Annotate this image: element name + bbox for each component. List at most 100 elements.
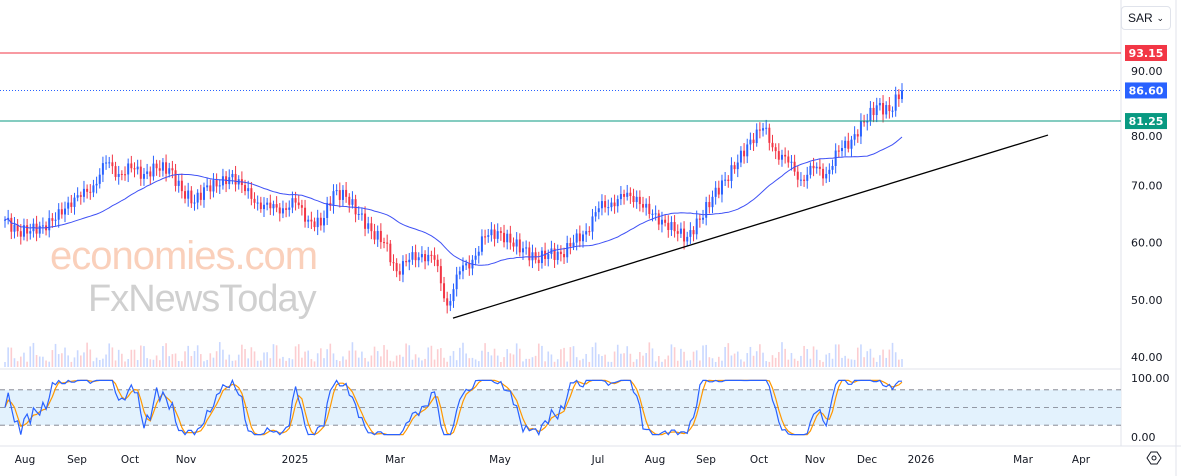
volume-bar xyxy=(80,355,82,367)
candle-body xyxy=(427,254,430,262)
volume-bar xyxy=(544,361,546,367)
volume-bar xyxy=(250,347,253,367)
volume-bar xyxy=(32,342,35,367)
candle-body xyxy=(127,163,130,175)
volume-bar xyxy=(234,360,237,367)
volume-bar xyxy=(408,345,411,367)
candle-body xyxy=(357,214,360,215)
volume-bar xyxy=(124,361,126,367)
price-tick-label: 50.00 xyxy=(1131,294,1163,307)
volume-bar xyxy=(143,346,145,367)
volume-bar xyxy=(200,354,202,367)
candle-body xyxy=(607,207,610,209)
candle-body xyxy=(840,148,843,152)
volume-bar xyxy=(462,342,464,367)
candle-body xyxy=(117,173,120,177)
currency-value: SAR xyxy=(1128,11,1153,25)
volume-bar xyxy=(215,351,218,367)
candle-body xyxy=(708,202,711,208)
candle-body xyxy=(420,254,423,258)
volume-bar xyxy=(86,342,88,367)
volume-bar xyxy=(509,353,512,367)
candle-body xyxy=(787,156,790,163)
candle-body xyxy=(540,250,543,264)
candle-body xyxy=(780,154,783,160)
candle-body xyxy=(285,208,288,210)
volume-bar xyxy=(724,346,726,367)
volume-bar xyxy=(67,355,69,367)
volume-bar xyxy=(844,355,846,367)
volume-bar xyxy=(225,359,227,367)
volume-bar xyxy=(790,352,793,367)
volume-bar xyxy=(496,355,499,367)
volume-bar xyxy=(61,353,63,367)
volume-bar xyxy=(676,360,679,367)
candle-body xyxy=(161,162,164,171)
time-tick-label: May xyxy=(489,454,511,466)
currency-selector[interactable]: SAR ⌄ xyxy=(1121,6,1171,30)
candle-body xyxy=(288,207,291,210)
volume-bar xyxy=(812,346,815,367)
candle-body xyxy=(711,196,714,208)
volume-bar xyxy=(275,345,278,367)
volume-bar xyxy=(828,353,831,367)
volume-bar xyxy=(730,355,733,367)
volume-bar xyxy=(436,349,439,367)
candle-body xyxy=(796,171,799,180)
candle-body xyxy=(629,192,632,197)
candle-body xyxy=(269,202,272,209)
volume-bar xyxy=(683,351,685,367)
volume-bar xyxy=(184,351,186,367)
volume-bar xyxy=(89,349,92,367)
candle-body xyxy=(642,204,645,208)
volume-bar xyxy=(414,354,417,367)
candle-body xyxy=(307,219,310,222)
volume-bar xyxy=(133,349,136,367)
volume-bar xyxy=(294,346,297,367)
volume-bar xyxy=(443,357,445,367)
volume-bar xyxy=(171,354,174,367)
volume-bar xyxy=(310,359,313,367)
candle-body xyxy=(259,202,262,210)
level-tag-label: 86.60 xyxy=(1129,84,1164,97)
candle-body xyxy=(885,105,888,115)
candle-body xyxy=(702,217,705,220)
candle-body xyxy=(449,301,452,306)
volume-bar xyxy=(266,352,268,367)
volume-bar xyxy=(38,356,41,367)
volume-bar xyxy=(338,361,341,367)
candle-body xyxy=(727,179,730,181)
candle-body xyxy=(158,168,161,171)
volume-bar xyxy=(64,347,66,367)
candle-body xyxy=(73,197,76,207)
candle-body xyxy=(588,231,591,233)
candle-body xyxy=(92,185,95,193)
volume-bar xyxy=(247,358,250,367)
candle-body xyxy=(714,187,717,197)
candle-body xyxy=(487,235,490,237)
candle-body xyxy=(105,162,108,164)
candle-body xyxy=(847,140,850,149)
candle-body xyxy=(468,263,471,269)
volume-bar xyxy=(759,344,761,367)
candle-body xyxy=(698,218,701,220)
candle-body xyxy=(724,179,727,181)
volume-bar xyxy=(395,355,398,367)
stoch-tick-label: 0.00 xyxy=(1131,431,1156,444)
volume-bar xyxy=(547,351,550,367)
volume-bar xyxy=(582,358,584,367)
volume-bar xyxy=(196,345,199,367)
volume-bar xyxy=(313,361,316,367)
candle-body xyxy=(752,139,755,144)
time-tick-label: Oct xyxy=(750,454,768,466)
volume-bar xyxy=(563,347,565,367)
candle-body xyxy=(108,162,111,164)
candle-body xyxy=(190,190,193,204)
volume-bar xyxy=(566,361,569,367)
volume-bar xyxy=(307,350,310,367)
volume-bar xyxy=(165,343,167,367)
candle-body xyxy=(35,223,38,234)
volume-bar xyxy=(228,354,231,367)
candle-body xyxy=(89,191,92,193)
